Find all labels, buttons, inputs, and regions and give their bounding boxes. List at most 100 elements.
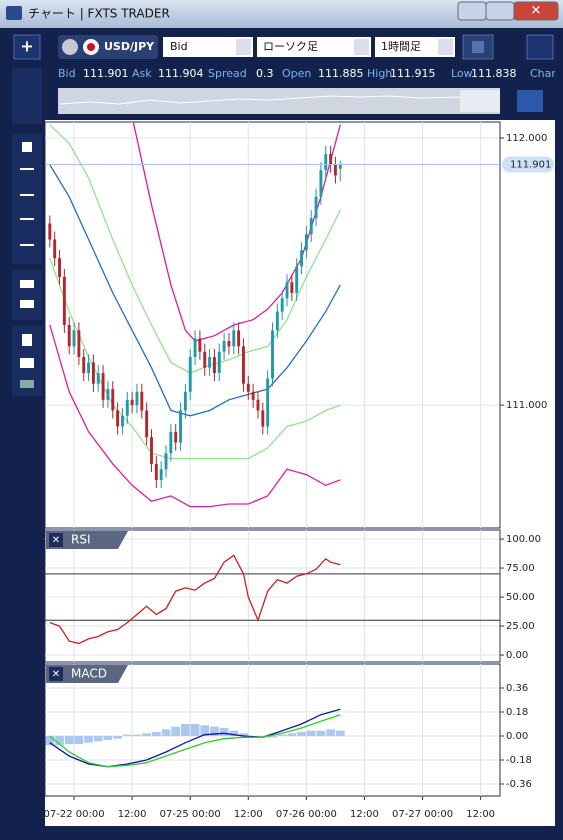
panel-close — [49, 533, 63, 547]
quote-label: Ask — [132, 67, 152, 80]
x-tick-label: 07-26 00:00 — [276, 809, 337, 820]
histogram-bar — [55, 736, 64, 746]
candle-body — [135, 391, 139, 406]
candle-body — [67, 325, 71, 347]
timeframe: 1時間足 — [381, 40, 421, 53]
histogram-bar — [132, 734, 142, 736]
candle-body — [174, 431, 178, 443]
tool-icon — [20, 300, 34, 308]
candle-body — [188, 357, 192, 392]
y-tick-label: 25.00 — [506, 621, 535, 632]
y-tick-label: -0.36 — [506, 779, 532, 790]
candle-body — [179, 410, 182, 443]
quote-value: 111.904 — [158, 67, 204, 80]
quote-label: Open — [282, 67, 311, 80]
tool-icon — [22, 142, 32, 152]
candle-body — [130, 399, 134, 406]
candle-body — [251, 391, 255, 400]
histogram-bar — [190, 724, 200, 736]
histogram-bar — [161, 729, 171, 736]
scale-button[interactable] — [517, 90, 543, 112]
indicator-line — [49, 554, 341, 645]
flag-us — [62, 39, 78, 55]
candle-body — [295, 266, 299, 293]
y-tick-label: 111.000 — [506, 400, 547, 411]
candle-body — [116, 410, 120, 427]
candle-body — [72, 330, 76, 347]
histogram-bar — [151, 732, 161, 736]
price-side-select[interactable] — [163, 37, 253, 57]
maximize-button[interactable] — [485, 1, 515, 21]
y-tick-label: 75.00 — [506, 563, 535, 574]
drawing-tools — [12, 68, 42, 396]
dropdown-arrow — [354, 39, 369, 55]
indicator-line — [49, 164, 341, 417]
toggle-icon — [472, 41, 484, 53]
candle-body — [319, 170, 323, 197]
quote-label: Low — [451, 67, 473, 80]
y-tick-label: 50.00 — [506, 592, 535, 603]
indicator-line — [49, 714, 341, 768]
candle-body — [275, 311, 279, 331]
tool-icon — [20, 218, 34, 220]
panel-label-bg — [46, 531, 128, 549]
last-price-label: 111.901 — [510, 159, 551, 170]
tool-icon — [22, 334, 32, 346]
histogram-bar — [84, 736, 93, 743]
x-tick-label: 12:00 — [466, 809, 495, 820]
histogram-bar — [45, 736, 55, 746]
close-button[interactable] — [513, 1, 559, 21]
candle-body — [203, 351, 207, 368]
line-tools[interactable] — [12, 134, 42, 264]
histogram-bar — [103, 736, 113, 740]
dropdown-arrow — [438, 39, 453, 55]
quote-value: 0.3 — [256, 67, 274, 80]
quote-label: High — [367, 67, 392, 80]
candle-body — [111, 389, 115, 411]
y-tick-label: 0.00 — [506, 731, 528, 742]
chart-kind-select[interactable] — [257, 37, 371, 57]
candle-body — [314, 196, 318, 219]
x-tick-label: 07-25 00:00 — [160, 809, 221, 820]
candle-body — [169, 431, 173, 454]
y-tick-label: 0.36 — [506, 683, 528, 694]
candle-body — [164, 453, 168, 470]
symbol-button[interactable] — [58, 35, 158, 59]
app-icon — [6, 6, 22, 20]
quote-value: 111.885 — [318, 67, 364, 80]
candle-body — [285, 282, 289, 299]
chart-kind: ローソク足 — [263, 40, 318, 53]
fib-tools[interactable] — [12, 270, 42, 320]
candle-body — [333, 164, 337, 176]
histogram-bar — [277, 734, 287, 736]
tool-icon — [20, 244, 34, 246]
cursor-tools[interactable] — [12, 68, 42, 124]
candle-body — [304, 234, 308, 251]
histogram-bar — [122, 734, 132, 736]
panel-close-icon: ✕ — [52, 535, 60, 546]
histogram-bar — [181, 724, 190, 736]
histogram-bar — [142, 733, 152, 736]
y-tick-label: -0.18 — [506, 755, 532, 766]
candle-body — [256, 399, 260, 411]
navigator — [58, 88, 500, 114]
popout-button[interactable] — [526, 34, 554, 60]
candle-body — [53, 239, 57, 259]
navigator-handle[interactable] — [460, 90, 500, 112]
tool-icon — [20, 194, 34, 196]
candle-body — [82, 357, 86, 374]
histogram-bar — [93, 736, 103, 742]
candle-body — [217, 351, 221, 374]
histogram-bar — [268, 736, 277, 738]
add-button[interactable] — [13, 34, 41, 60]
panel-close-icon: ✕ — [52, 669, 60, 680]
quote-label: Spread — [208, 67, 247, 80]
candle-body — [261, 410, 265, 427]
window-title: チャート | FXTS TRADER — [28, 7, 170, 21]
minimize-button[interactable] — [457, 1, 487, 21]
candle-body — [193, 338, 197, 358]
histogram-bar — [200, 725, 210, 736]
candle-body — [266, 378, 270, 427]
timeframe-select[interactable] — [375, 37, 455, 57]
quote-label: Chang — [530, 67, 563, 80]
